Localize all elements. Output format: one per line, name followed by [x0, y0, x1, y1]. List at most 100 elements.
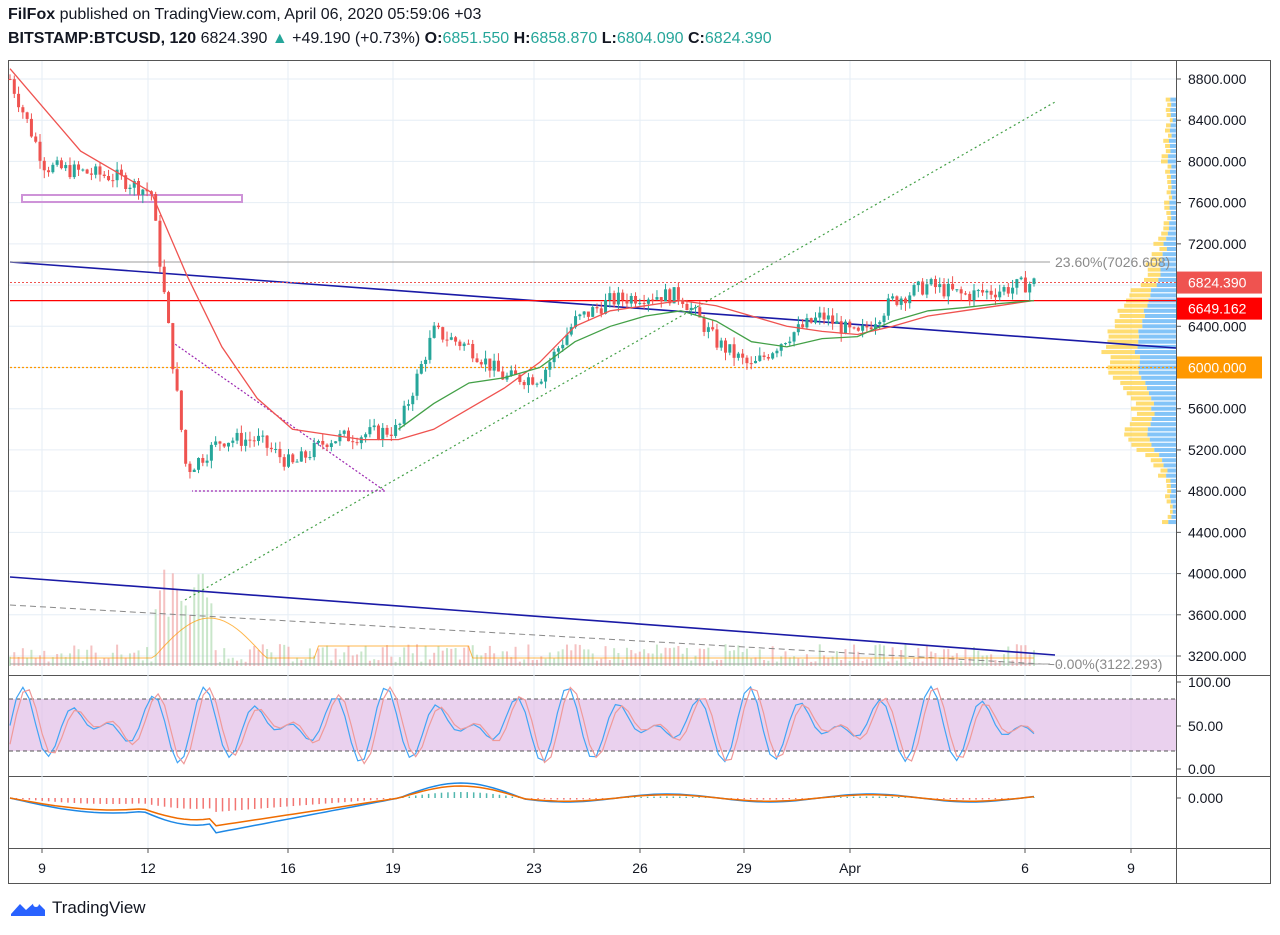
volume-bar	[895, 660, 898, 666]
volume-bar	[308, 648, 311, 666]
candle-body	[175, 369, 179, 391]
candle-body	[25, 112, 29, 119]
candle-body	[436, 325, 440, 328]
dashed-trendline[interactable]	[9, 604, 1061, 666]
profile-bar-down	[1138, 334, 1176, 339]
volume-bar	[360, 651, 363, 666]
time-axis[interactable]: 9 12 16 19 23 26 29 Apr 6 9	[38, 848, 1135, 876]
candle-body	[625, 300, 629, 304]
candle-body	[758, 355, 762, 361]
profile-bar-up	[1135, 401, 1154, 406]
candle-body	[265, 435, 269, 448]
volume-bar	[681, 653, 684, 666]
candle-body	[813, 317, 817, 323]
profile-bar-up	[1167, 180, 1172, 185]
candle-body	[235, 432, 239, 441]
candle-body	[248, 439, 252, 441]
profile-bar-up	[1124, 427, 1148, 432]
stoch-axis: 100.00 50.00 0.00	[1176, 674, 1231, 777]
candle-body	[599, 308, 603, 314]
candle-body	[154, 194, 158, 221]
profile-bar-up	[1107, 339, 1139, 344]
triangle-pattern[interactable]	[171, 341, 387, 492]
candle-body	[728, 344, 732, 353]
profile-bar-up	[1166, 123, 1171, 128]
candle-body	[351, 441, 355, 443]
candle-body	[321, 440, 325, 445]
candle-body	[659, 297, 663, 302]
volume-bar	[767, 660, 770, 666]
candle-body	[51, 164, 55, 173]
price-axis[interactable]: 8800.000 8400.000 8000.000 7600.000 7200.000…	[1176, 71, 1247, 664]
volume-bar	[343, 652, 346, 666]
candle-body	[822, 312, 826, 320]
profile-bar-down	[1147, 303, 1176, 308]
volume-bar	[514, 646, 517, 666]
candle-body	[21, 107, 25, 113]
price-tick-label: 7600.000	[1188, 195, 1247, 211]
chart-frame	[8, 60, 1271, 884]
candle-body	[385, 427, 389, 435]
candle-body	[548, 362, 552, 370]
profile-bar-down	[1170, 107, 1176, 112]
resistance-zone[interactable]	[21, 194, 243, 203]
profile-bar-up	[1165, 128, 1170, 133]
profile-bar-down	[1170, 210, 1176, 215]
price-tick-label: 3600.000	[1188, 607, 1247, 623]
volume-bar	[638, 651, 641, 666]
volume-bar	[861, 660, 864, 666]
tradingview-logo[interactable]: TradingView	[10, 898, 146, 918]
volume-bar	[270, 652, 273, 666]
volume-bar	[283, 644, 286, 666]
support-trendline[interactable]	[184, 101, 1056, 601]
profile-bar-down	[1172, 509, 1176, 514]
volume-bar	[493, 653, 496, 666]
ohlc-legend: BITSTAMP:BTCUSD, 120 6824.390 ▲ +49.190 …	[8, 30, 772, 48]
price-label-box	[1177, 271, 1262, 294]
volume-bar	[454, 648, 457, 666]
profile-bar-down	[1170, 143, 1176, 148]
profile-bar-down	[1169, 200, 1176, 205]
candle-body	[458, 341, 462, 347]
candle-body	[886, 298, 890, 316]
candle-body	[749, 363, 753, 365]
publisher-name[interactable]: FilFox	[8, 6, 56, 23]
volume-bar	[184, 605, 187, 666]
volume-bar	[660, 653, 663, 666]
profile-bar-down	[1168, 154, 1176, 159]
profile-bar-down	[1169, 221, 1176, 226]
candle-body	[132, 180, 136, 188]
profile-bar-up	[1165, 149, 1171, 154]
volume-bar	[261, 644, 264, 666]
candle-body	[308, 457, 312, 459]
volume-bar	[111, 652, 114, 666]
volume-bar	[377, 660, 380, 666]
profile-bar-up	[1108, 334, 1139, 339]
candle-body	[672, 287, 676, 304]
candle-body	[239, 432, 243, 446]
candle-body	[484, 358, 488, 365]
volume-bar	[805, 654, 808, 666]
volume-bar	[223, 648, 226, 666]
profile-bar-up	[1166, 113, 1171, 118]
candle-body	[651, 299, 655, 301]
candle-body	[865, 325, 869, 328]
profile-bar-down	[1138, 370, 1176, 375]
profile-bar-up	[1110, 355, 1141, 360]
volume-bar	[990, 654, 993, 666]
candle-body	[792, 332, 796, 342]
symbol-label[interactable]: BITSTAMP:BTCUSD, 120	[8, 30, 197, 47]
tradingview-logo-icon	[11, 901, 45, 916]
volume-bar	[296, 657, 299, 666]
time-tick-label: 6	[1021, 860, 1029, 876]
price-tick-label: 7200.000	[1188, 236, 1247, 252]
volume-bar	[1028, 654, 1031, 666]
profile-bar-up	[1114, 324, 1143, 329]
lower-trendline[interactable]	[9, 576, 1056, 656]
volume-bar	[124, 657, 127, 666]
profile-bar-down	[1138, 339, 1176, 344]
volume-bar	[694, 655, 697, 666]
candle-body	[479, 362, 483, 365]
price-tick-label: 5600.000	[1188, 401, 1247, 417]
